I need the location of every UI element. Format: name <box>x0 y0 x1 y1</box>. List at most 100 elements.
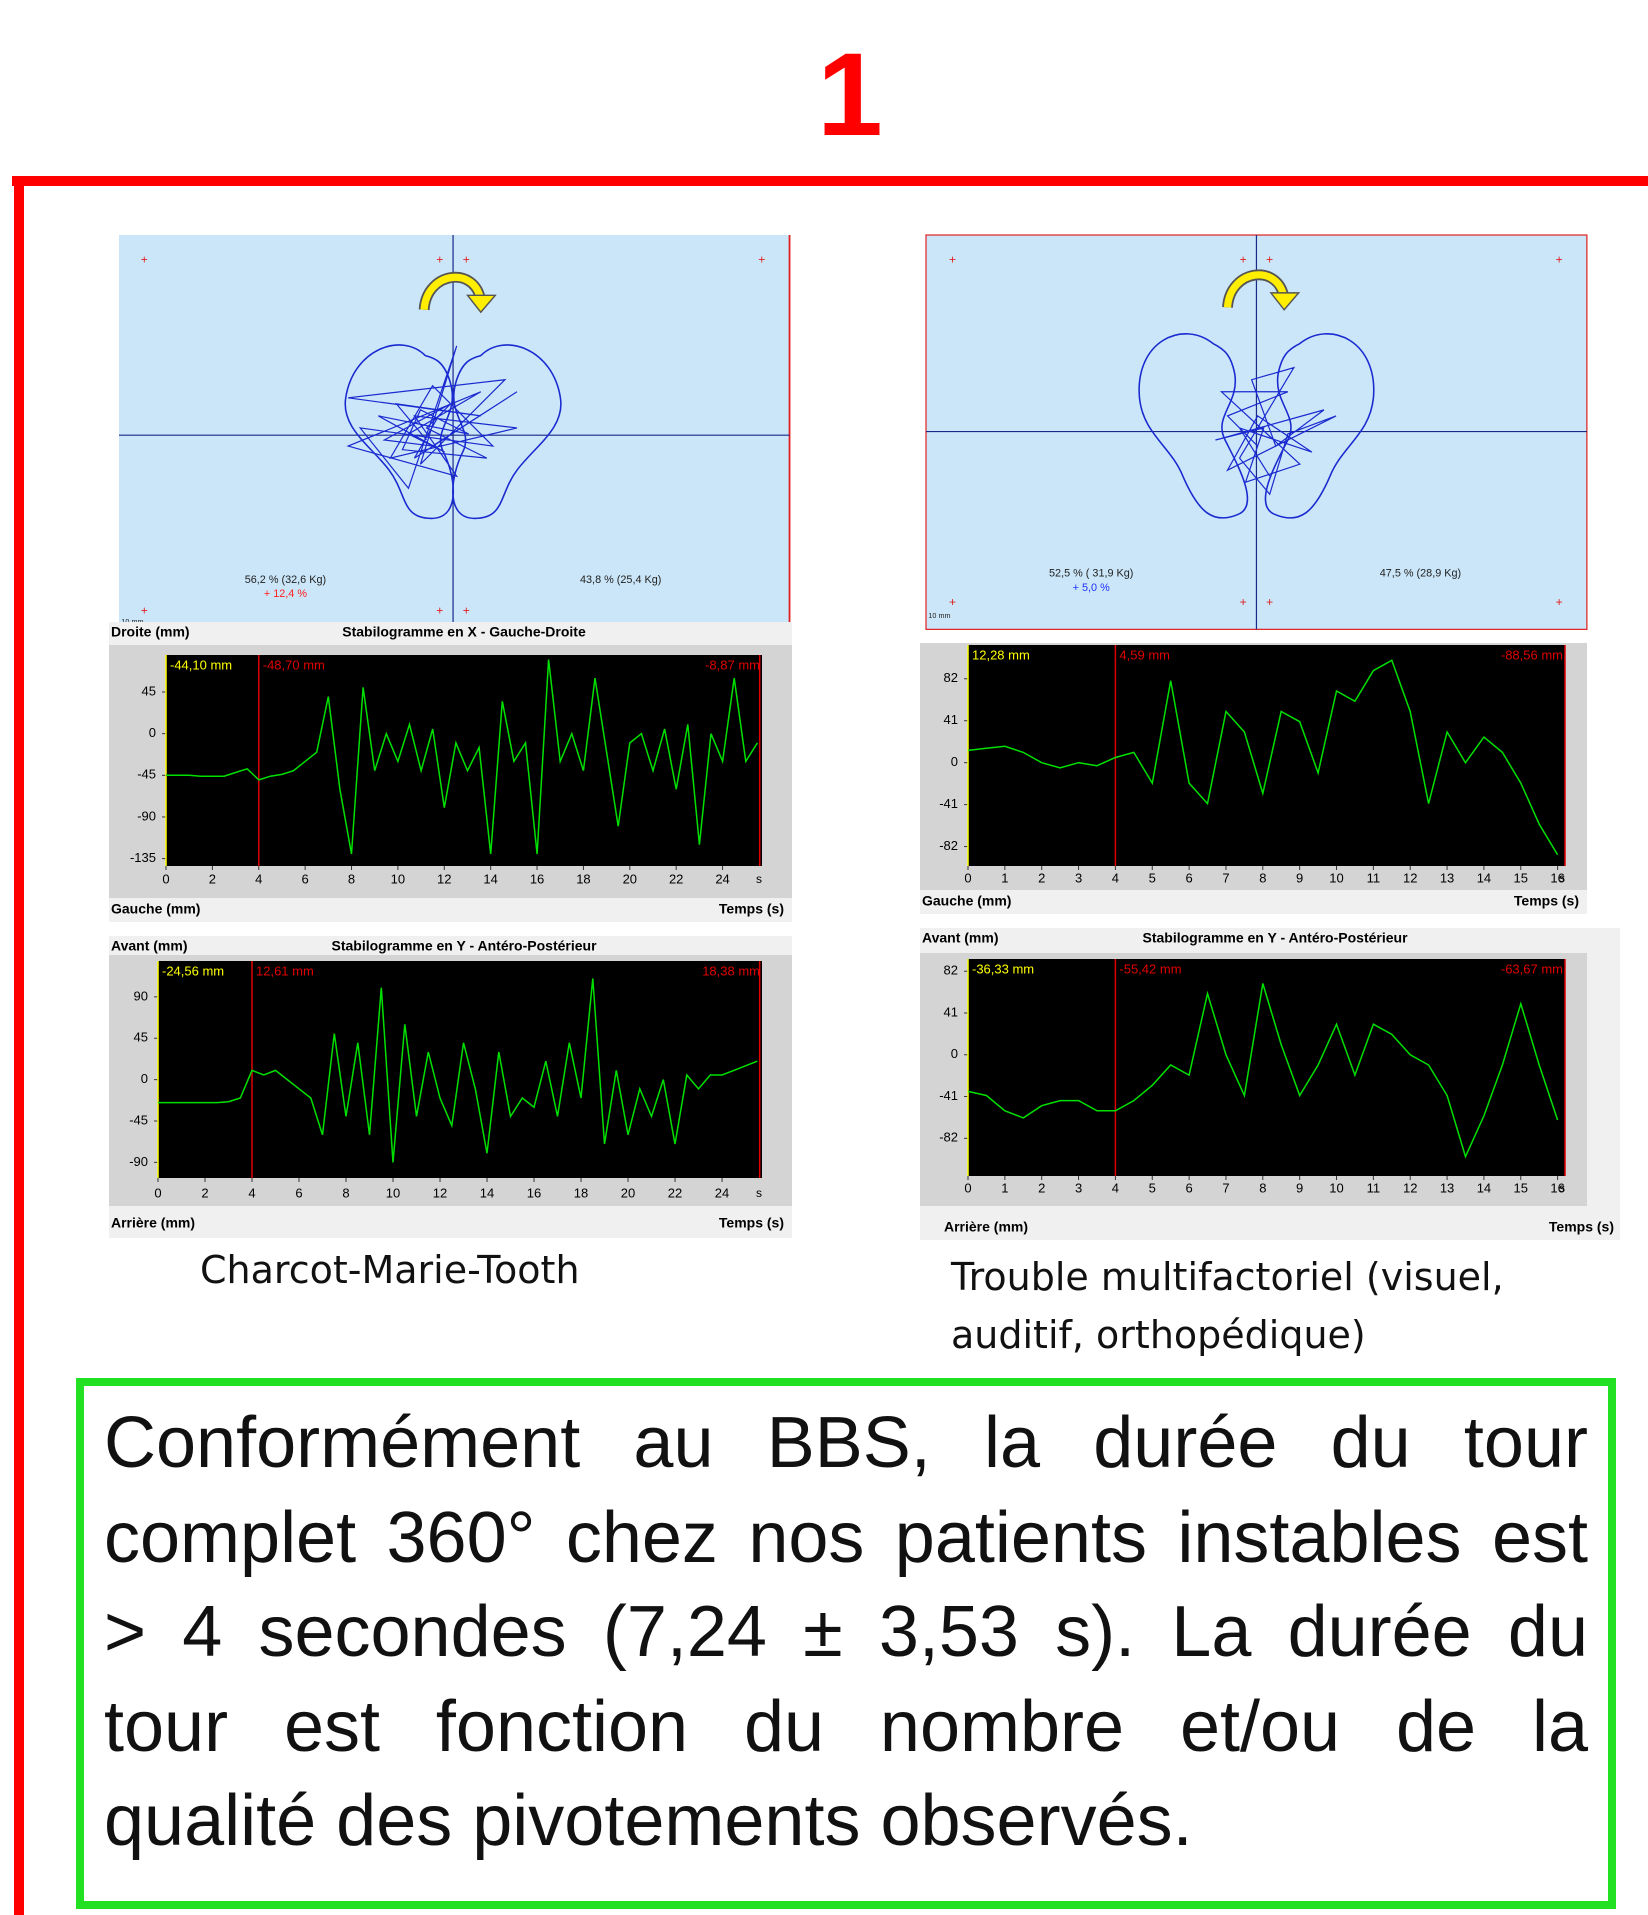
page: 1 + + + + + + + 56,2 % (32,6 Kg) + 12,4 % 43,… <box>0 0 1648 1915</box>
x-unit: s <box>1559 871 1565 885</box>
scale-label: 10 mm <box>928 611 950 620</box>
x-tick-label: 22 <box>669 871 683 886</box>
x-tick-label: 12 <box>437 871 451 886</box>
y-tick-label: 41 <box>944 1004 958 1019</box>
y-tick-label: 0 <box>149 725 156 740</box>
x-tick-label: 22 <box>668 1185 682 1200</box>
x-tick-label: 20 <box>623 871 637 886</box>
x-label: Temps (s) <box>719 901 784 917</box>
x-tick-label: 3 <box>1075 870 1082 885</box>
x-unit: s <box>756 872 762 886</box>
x-tick-label: 14 <box>1477 870 1491 885</box>
y-tick-label: -90 <box>137 808 156 823</box>
svg-text:+: + <box>1266 595 1273 609</box>
y-tick-label: 0 <box>951 754 958 769</box>
x-tick-label: 0 <box>964 1180 971 1195</box>
x-tick-label: 16 <box>530 871 544 886</box>
y-tick-label: 90 <box>134 988 148 1003</box>
x-tick-label: 7 <box>1222 1180 1229 1195</box>
weight-label: 43,8 % (25,4 Kg) <box>580 574 661 586</box>
x-tick-label: 4 <box>255 871 262 886</box>
cursor-readout: 12,28 mm <box>972 647 1030 662</box>
conclusion-line: > 4 secondes (7,24 ± 3,53 s). La durée d… <box>84 1585 1608 1680</box>
x-tick-label: 15 <box>1514 870 1528 885</box>
x-tick-label: 9 <box>1296 1180 1303 1195</box>
plot-area <box>968 959 1565 1176</box>
x-tick-label: 14 <box>1477 1180 1491 1195</box>
x-tick-label: 8 <box>1259 870 1266 885</box>
x-tick-label: 8 <box>348 871 355 886</box>
x-tick-label: 2 <box>1038 1180 1045 1195</box>
x-tick-label: 4 <box>1112 870 1119 885</box>
cursor-readout: 12,61 mm <box>256 963 314 978</box>
y-label-bottom: Arrière (mm) <box>111 1215 195 1231</box>
cursor-readout: -88,56 mm <box>1501 647 1563 662</box>
caption: Charcot-Marie-Tooth <box>200 1241 580 1299</box>
cursor-readout: -55,42 mm <box>1119 961 1181 976</box>
caption: auditif, orthopédique) <box>951 1306 1366 1364</box>
y-tick-label: 45 <box>142 683 156 698</box>
svg-text:+: + <box>463 253 470 267</box>
x-tick-label: 5 <box>1149 1180 1156 1195</box>
weight-delta: + 12,4 % <box>264 588 307 600</box>
x-tick-label: 8 <box>342 1185 349 1200</box>
x-tick-label: 10 <box>391 871 405 886</box>
svg-text:+: + <box>949 253 956 267</box>
weight-label: 56,2 % (32,6 Kg) <box>245 574 326 586</box>
y-tick-label: -135 <box>130 850 156 865</box>
y-tick-label: 82 <box>944 670 958 685</box>
foot-plot: ++++ +++ 56,2 % (32,6 Kg) + 12,4 % 43,8 … <box>119 235 790 627</box>
x-label: Temps (s) <box>1514 893 1579 909</box>
svg-text:+: + <box>141 603 148 617</box>
x-tick-label: 1 <box>1001 1180 1008 1195</box>
y-label-bottom: Arrière (mm) <box>944 1219 1028 1235</box>
x-unit: s <box>1559 1181 1565 1195</box>
chart-title: Stabilogramme en X - Gauche-Droite <box>342 624 586 640</box>
y-tick-label: 41 <box>944 712 958 727</box>
svg-text:+: + <box>436 603 443 617</box>
x-tick-label: 12 <box>1403 1180 1417 1195</box>
y-label-bottom: Gauche (mm) <box>111 901 200 917</box>
svg-text:+: + <box>1240 595 1247 609</box>
x-tick-label: 2 <box>209 871 216 886</box>
y-tick-label: -41 <box>939 796 958 811</box>
x-tick-label: 8 <box>1259 1180 1266 1195</box>
cursor-readout: -44,10 mm <box>170 657 232 672</box>
cursor-readout: 4,59 mm <box>1119 647 1170 662</box>
weight-label: 47,5 % (28,9 Kg) <box>1380 568 1461 580</box>
cursor-readout: -24,56 mm <box>162 963 224 978</box>
conclusion-line: tour est fonction du nombre et/ou de la <box>84 1680 1608 1775</box>
x-tick-label: 24 <box>715 1185 729 1200</box>
x-tick-label: 16 <box>527 1185 541 1200</box>
x-tick-label: 13 <box>1440 870 1454 885</box>
y-tick-label: -82 <box>939 838 958 853</box>
svg-text:+: + <box>1556 595 1563 609</box>
x-tick-label: 11 <box>1367 1180 1381 1195</box>
plot-area <box>968 645 1565 866</box>
cursor-readout: 18,38 mm <box>702 963 760 978</box>
conclusion-line: qualité des pivotements observés. <box>84 1774 1608 1869</box>
y-tick-label: -82 <box>939 1130 958 1145</box>
x-tick-label: 9 <box>1296 870 1303 885</box>
y-tick-label: 82 <box>944 963 958 978</box>
y-tick-label: -45 <box>137 767 156 782</box>
x-tick-label: 7 <box>1222 870 1229 885</box>
y-tick-label: 45 <box>134 1030 148 1045</box>
y-label-top: Avant (mm) <box>922 930 999 946</box>
x-tick-label: 0 <box>154 1185 161 1200</box>
cursor-readout: -36,33 mm <box>972 961 1034 976</box>
x-tick-label: 6 <box>302 871 309 886</box>
x-tick-label: 6 <box>1185 870 1192 885</box>
svg-text:+: + <box>1266 253 1273 267</box>
x-tick-label: 24 <box>715 871 729 886</box>
x-tick-label: 0 <box>964 870 971 885</box>
svg-text:+: + <box>463 603 470 617</box>
y-label-top: Avant (mm) <box>111 938 188 954</box>
chart-title: Stabilogramme en Y - Antéro-Postérieur <box>1142 930 1408 946</box>
x-tick-label: 3 <box>1075 1180 1082 1195</box>
x-tick-label: 2 <box>1038 870 1045 885</box>
y-tick-label: -41 <box>939 1088 958 1103</box>
x-tick-label: 6 <box>1185 1180 1192 1195</box>
x-tick-label: 12 <box>1403 870 1417 885</box>
x-tick-label: 4 <box>1112 1180 1119 1195</box>
